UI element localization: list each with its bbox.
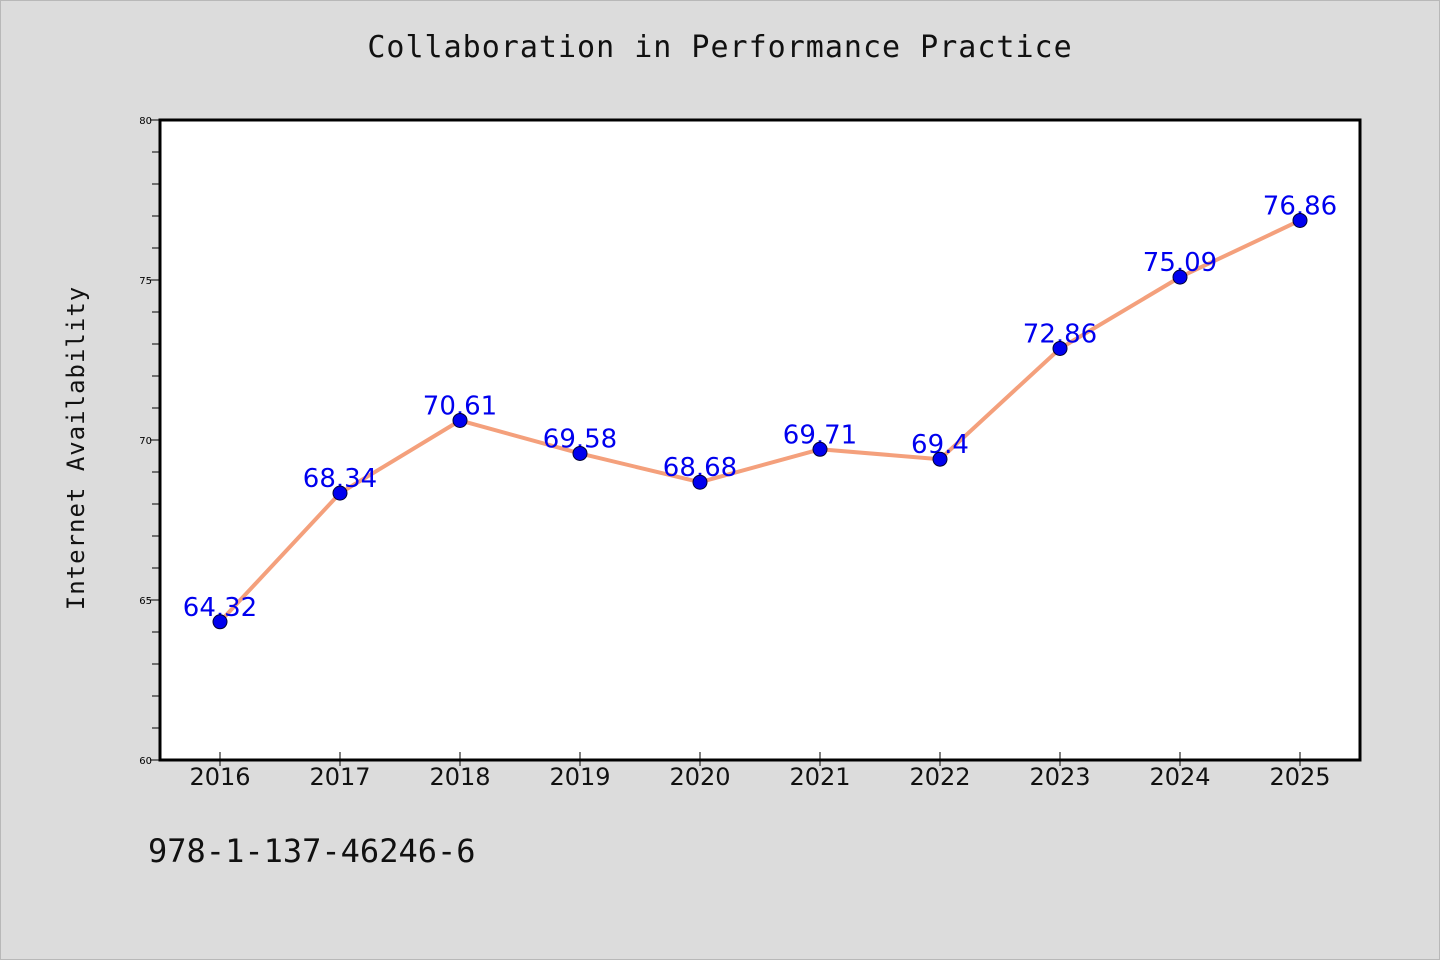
x-tick-label: 2024 — [1149, 763, 1210, 791]
data-point — [692, 474, 708, 490]
data-point — [1052, 340, 1068, 356]
data-point — [1172, 269, 1188, 285]
x-tick-label: 2021 — [789, 763, 850, 791]
x-tick-label: 2020 — [669, 763, 730, 791]
x-tick-label: 2022 — [909, 763, 970, 791]
y-axis: 60 65 70 75 80 — [139, 116, 160, 767]
data-point — [452, 412, 468, 428]
data-point — [932, 451, 948, 467]
series-line — [218, 218, 1302, 624]
x-tick-label: 2025 — [1269, 763, 1330, 791]
y-tick-label: 65 — [139, 596, 152, 607]
y-tick-label: 60 — [139, 756, 152, 767]
data-point — [812, 441, 828, 457]
x-tick-label: 2023 — [1029, 763, 1090, 791]
data-point — [332, 485, 348, 501]
x-tick-label: 2017 — [309, 763, 370, 791]
isbn-annotation: 978-1-137-46246-6 — [148, 832, 476, 870]
data-point — [1292, 212, 1308, 228]
x-tick-label: 2019 — [549, 763, 610, 791]
y-tick-label: 70 — [139, 436, 152, 447]
x-tick-label: 2016 — [189, 763, 250, 791]
x-axis: 2016 2017 2018 2019 2020 2021 2022 2023 2024 2025 — [189, 752, 1331, 791]
y-tick-label: 75 — [139, 276, 152, 287]
y-tick-label: 80 — [139, 116, 152, 127]
x-tick-label: 2018 — [429, 763, 490, 791]
data-point — [572, 445, 588, 461]
chart-title: Collaboration in Performance Practice — [367, 30, 1073, 65]
data-point — [212, 614, 228, 630]
plot-area — [158, 118, 1362, 762]
